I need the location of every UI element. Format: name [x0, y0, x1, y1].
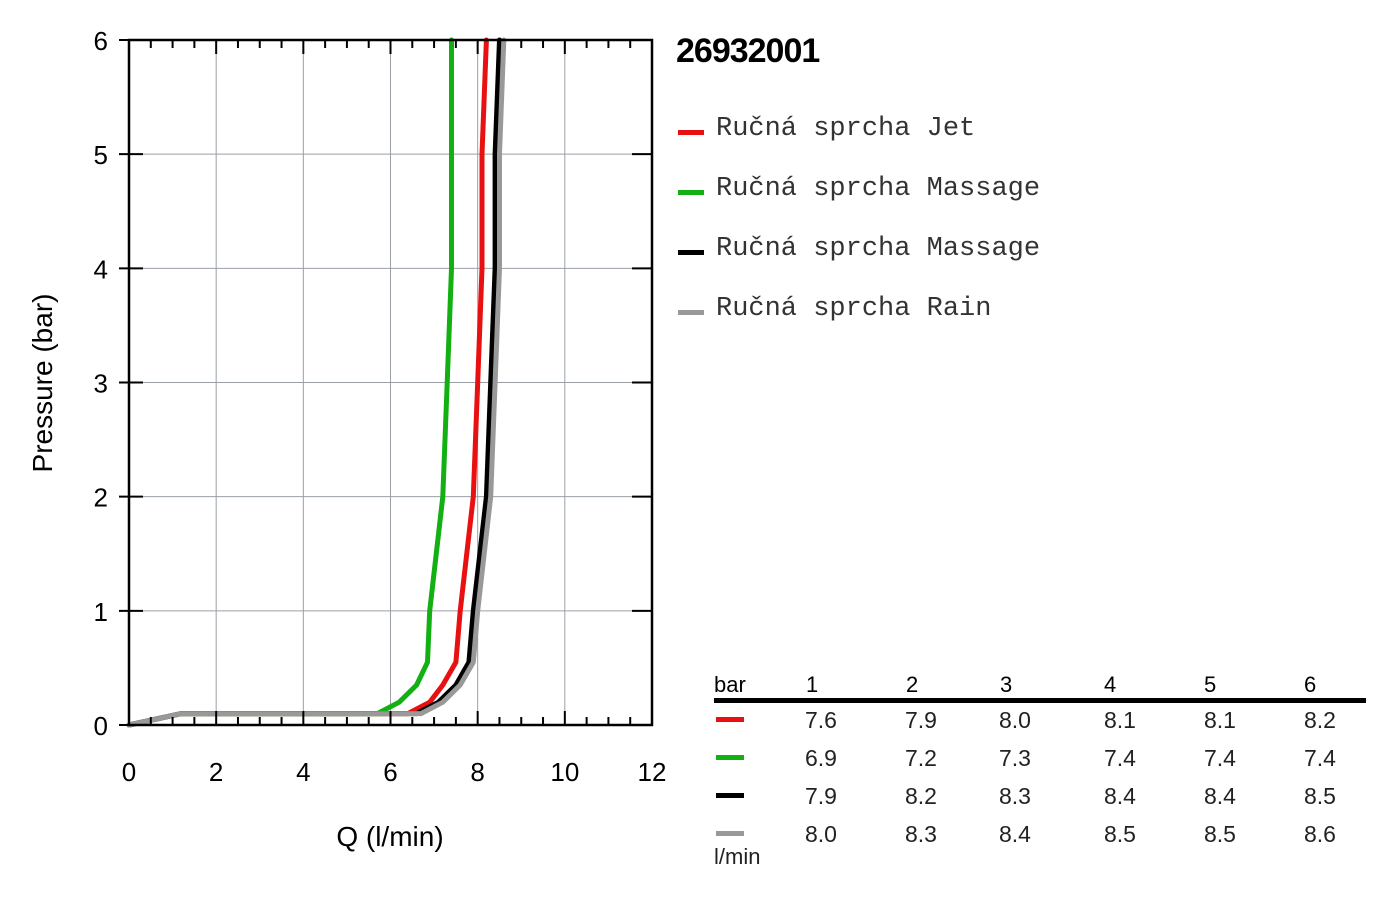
x-tick-label: 4 — [296, 757, 310, 787]
table-cell: 8.0 — [999, 707, 1031, 733]
table-cell: 8.4 — [999, 821, 1031, 847]
x-tick-label: 0 — [122, 757, 136, 787]
table-cell: 8.3 — [905, 821, 937, 847]
legend-label: Ručná sprcha Massage — [716, 174, 1041, 204]
table-cell: 8.4 — [1104, 783, 1136, 809]
x-tick-label: 6 — [383, 757, 397, 787]
table-header: bar 1 2 3 4 5 6 — [714, 670, 1366, 703]
table-cell: 8.3 — [999, 783, 1031, 809]
series-layer — [126, 37, 507, 728]
table-cell: 7.3 — [999, 745, 1031, 771]
flow-table: bar 1 2 3 4 5 6 7.6 7.9 8.0 8.1 8.1 8.2 … — [714, 670, 1366, 855]
table-cell: 7.9 — [805, 783, 837, 809]
table-cell: 7.2 — [905, 745, 937, 771]
table-column-header: 6 — [1304, 672, 1317, 697]
table-row: 7.6 7.9 8.0 8.1 8.1 8.2 — [714, 703, 1366, 741]
table-cell: 8.2 — [905, 783, 937, 809]
y-tick-label: 4 — [94, 254, 108, 284]
table-cell: 7.4 — [1304, 745, 1336, 771]
table-cell: 8.4 — [1204, 783, 1236, 809]
x-tick-label: 12 — [638, 757, 667, 787]
x-tick-label: 10 — [550, 757, 579, 787]
table-header-label: bar — [714, 672, 746, 697]
y-tick-label: 0 — [94, 711, 108, 741]
table-row-swatch — [716, 755, 744, 760]
y-tick-label: 2 — [94, 483, 108, 513]
table-row-swatch — [716, 793, 744, 798]
table-row: 8.0 8.3 8.4 8.5 8.5 8.6 — [714, 817, 1366, 855]
table-cell: 6.9 — [805, 745, 837, 771]
chart-title: 26932001 — [676, 32, 820, 70]
table-cell: 8.1 — [1204, 707, 1236, 733]
y-tick-label: 5 — [94, 140, 108, 170]
table-row-swatch — [716, 831, 744, 836]
table-cell: 8.1 — [1104, 707, 1136, 733]
x-tick-label: 8 — [470, 757, 484, 787]
table-cell: 8.6 — [1304, 821, 1336, 847]
table-cell: 7.4 — [1204, 745, 1236, 771]
y-tick-label: 1 — [94, 597, 108, 627]
table-row: 6.9 7.2 7.3 7.4 7.4 7.4 — [714, 741, 1366, 779]
table-cell: 7.6 — [805, 707, 837, 733]
legend-swatch — [678, 250, 704, 255]
table-unit-label: l/min — [714, 844, 761, 869]
series-line-4 — [126, 37, 507, 728]
legend-label: Ručná sprcha Rain — [716, 294, 992, 324]
table-row-swatch — [716, 717, 744, 722]
table-column-header: 5 — [1204, 672, 1217, 697]
plot-frame — [119, 38, 654, 727]
table-row: 7.9 8.2 8.3 8.4 8.4 8.5 — [714, 779, 1366, 817]
table-column-header: 1 — [806, 672, 819, 697]
table-column-header: 3 — [1000, 672, 1013, 697]
table-cell: 8.2 — [1304, 707, 1336, 733]
x-tick-label: 2 — [209, 757, 223, 787]
y-axis-label: Pressure (bar) — [27, 294, 58, 473]
y-tick-label: 3 — [94, 369, 108, 399]
table-cell: 8.5 — [1204, 821, 1236, 847]
legend-label: Ručná sprcha Massage — [716, 234, 1041, 264]
x-axis-label: Q (l/min) — [336, 821, 443, 852]
legend-label: Ručná sprcha Jet — [716, 114, 976, 144]
legend-swatch — [678, 190, 704, 195]
table-cell: 8.0 — [805, 821, 837, 847]
legend-swatch — [678, 310, 704, 315]
grid — [129, 40, 652, 725]
table-cell: 7.4 — [1104, 745, 1136, 771]
table-column-header: 4 — [1104, 672, 1117, 697]
table-cell: 7.9 — [905, 707, 937, 733]
table-column-header: 2 — [906, 672, 919, 697]
table-cell: 8.5 — [1104, 821, 1136, 847]
legend-swatch — [678, 130, 704, 135]
y-tick-label: 6 — [94, 26, 108, 56]
table-cell: 8.5 — [1304, 783, 1336, 809]
